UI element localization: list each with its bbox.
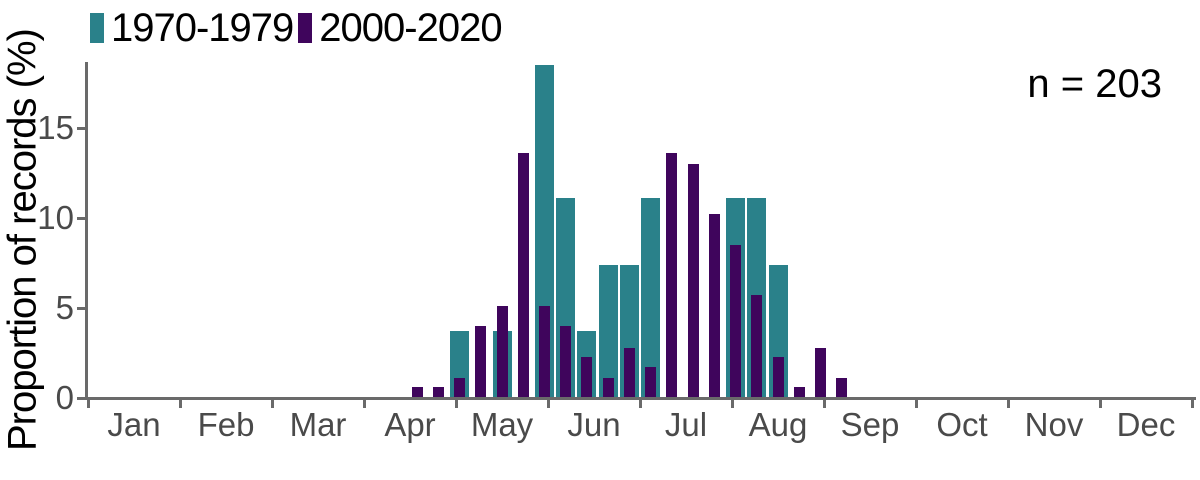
legend-swatch-1970-1979 (90, 13, 104, 43)
legend-swatch-2000-2020 (298, 13, 313, 43)
y-tick-label-5: 5 (55, 289, 74, 326)
x-axis-tick (730, 398, 734, 408)
bar-2000-2020-week-23 (560, 326, 572, 398)
y-tick-label-0: 0 (55, 379, 74, 416)
bar-2000-2020-week-17 (432, 387, 444, 398)
bar-2000-2020-week-18 (454, 378, 465, 398)
x-tick-label-aug: Aug (748, 406, 808, 443)
x-axis-tick (638, 398, 642, 408)
bar-2000-2020-week-28 (666, 153, 678, 398)
y-axis-tick (77, 306, 86, 310)
x-axis-tick (822, 398, 826, 408)
x-axis-tick (270, 398, 274, 408)
bar-2000-2020-week-16 (411, 387, 423, 398)
y-axis-line (85, 62, 88, 400)
bar-2000-2020-week-31 (730, 245, 741, 398)
sample-size-annotation: n = 203 (1027, 62, 1162, 106)
x-tick-label-jan: Jan (107, 406, 161, 443)
x-tick-label-feb: Feb (197, 406, 255, 443)
bar-1970-1979-week-27 (641, 198, 661, 398)
bar-2000-2020-week-27 (645, 367, 657, 398)
x-tick-label-jun: Jun (567, 406, 621, 443)
x-tick-label-nov: Nov (1024, 406, 1084, 443)
x-tick-label-apr: Apr (384, 406, 436, 443)
bar-2000-2020-week-29 (687, 164, 699, 398)
bar-2000-2020-week-24 (581, 356, 593, 398)
x-axis-tick (1006, 398, 1010, 408)
x-tick-label-dec: Dec (1116, 406, 1176, 443)
y-tick-label-15: 15 (37, 109, 74, 146)
bar-2000-2020-week-30 (708, 214, 720, 398)
bar-2000-2020-week-25 (602, 378, 614, 398)
x-tick-label-may: May (470, 406, 534, 443)
plot-area: Jan Feb Mar Apr May Jun Jul Aug Sep Oct Nov Dec 0 5 10… (37, 60, 1196, 443)
bar-2000-2020-week-36 (836, 378, 848, 398)
bar-2000-2020-week-35 (815, 347, 826, 398)
x-tick-label-jul: Jul (664, 406, 708, 443)
x-axis-tick (362, 398, 366, 408)
bar-2000-2020-week-22 (539, 306, 550, 398)
bar-2000-2020-week-26 (623, 347, 635, 398)
x-axis-tick (86, 398, 90, 408)
x-axis-tick (546, 398, 550, 408)
bar-2000-2020-week-34 (793, 387, 805, 398)
bar-1970-1979-week-25 (598, 264, 618, 398)
x-axis-tick (1190, 398, 1194, 408)
x-axis-tick (178, 398, 182, 408)
legend: 1970-1979 2000-2020 (90, 6, 503, 50)
y-axis-tick (77, 216, 86, 220)
legend-label-2000-2020: 2000-2020 (319, 6, 502, 50)
y-axis-tick (77, 126, 86, 130)
x-tick-label-sep: Sep (840, 406, 900, 443)
bar-2000-2020-week-19 (475, 326, 487, 398)
y-tick-label-10: 10 (37, 199, 74, 236)
bar-2000-2020-week-32 (751, 295, 763, 398)
x-axis-tick (1098, 398, 1102, 408)
y-axis-tick (77, 396, 86, 400)
x-tick-label-mar: Mar (289, 406, 347, 443)
x-axis-tick (454, 398, 458, 408)
bar-2000-2020-week-20 (496, 306, 508, 398)
legend-label-1970-1979: 1970-1979 (111, 6, 294, 50)
x-tick-label-oct: Oct (936, 406, 988, 443)
bar-2000-2020-week-21 (517, 153, 529, 398)
x-axis-tick (914, 398, 918, 408)
bar-2000-2020-week-33 (772, 356, 784, 398)
